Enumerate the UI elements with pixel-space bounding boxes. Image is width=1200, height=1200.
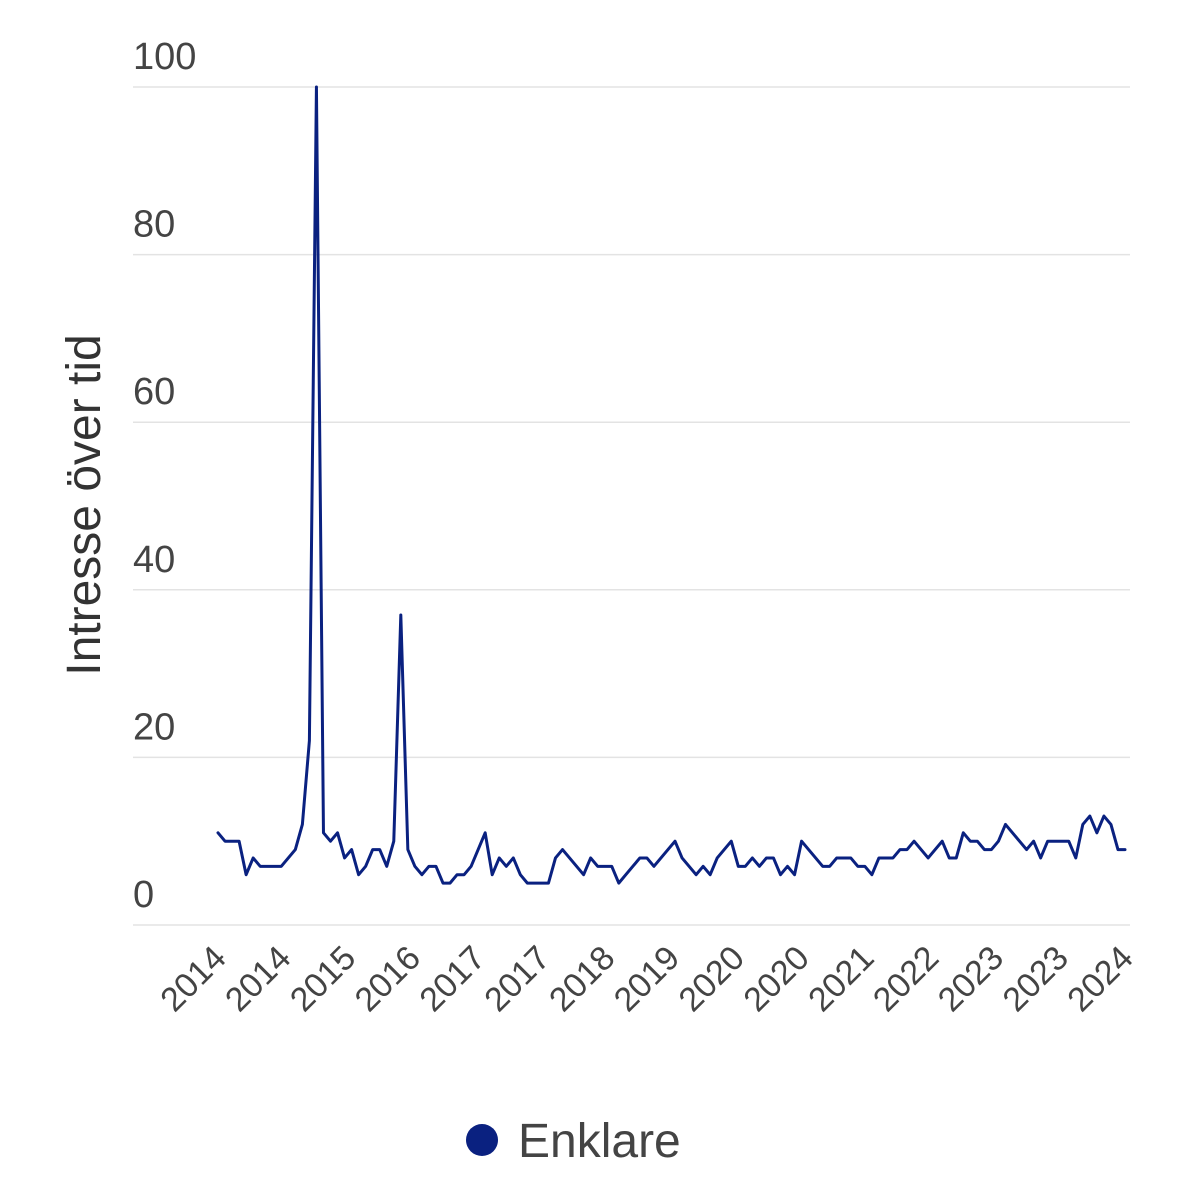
x-axis-ticks: 2014201420152016201720172018201920202020… <box>153 939 1140 1019</box>
x-tick-label: 2023 <box>931 939 1011 1019</box>
x-tick-label: 2017 <box>477 939 557 1019</box>
x-tick-label: 2014 <box>218 939 298 1019</box>
x-tick-label: 2020 <box>672 939 752 1019</box>
y-axis-ticks: 0 20 40 60 80 100 <box>133 36 196 916</box>
x-tick-label: 2024 <box>1060 939 1140 1019</box>
x-tick-label: 2023 <box>996 939 1076 1019</box>
x-tick-label: 2014 <box>153 939 233 1019</box>
x-tick-label: 2021 <box>801 939 881 1019</box>
x-tick-label: 2015 <box>283 939 363 1019</box>
y-axis-title: Intresse över tid <box>58 334 111 675</box>
gridlines <box>133 86 1130 926</box>
y-tick-label: 20 <box>133 706 175 748</box>
x-tick-label: 2019 <box>607 939 687 1019</box>
x-tick-label: 2018 <box>542 939 622 1019</box>
x-tick-label: 2020 <box>736 939 816 1019</box>
legend-marker-enklare <box>466 1124 498 1156</box>
y-tick-label: 100 <box>133 36 196 78</box>
legend-label-enklare: Enklare <box>518 1115 681 1168</box>
legend: Enklare <box>466 1115 681 1168</box>
x-tick-label: 2022 <box>866 939 946 1019</box>
y-tick-label: 40 <box>133 539 175 581</box>
y-tick-label: 0 <box>133 874 154 916</box>
series-line-enklare <box>216 85 1127 885</box>
y-tick-label: 80 <box>133 204 175 246</box>
x-tick-label: 2017 <box>412 939 492 1019</box>
series-layer <box>216 85 1127 885</box>
y-tick-label: 60 <box>133 371 175 413</box>
x-tick-label: 2016 <box>348 939 428 1019</box>
